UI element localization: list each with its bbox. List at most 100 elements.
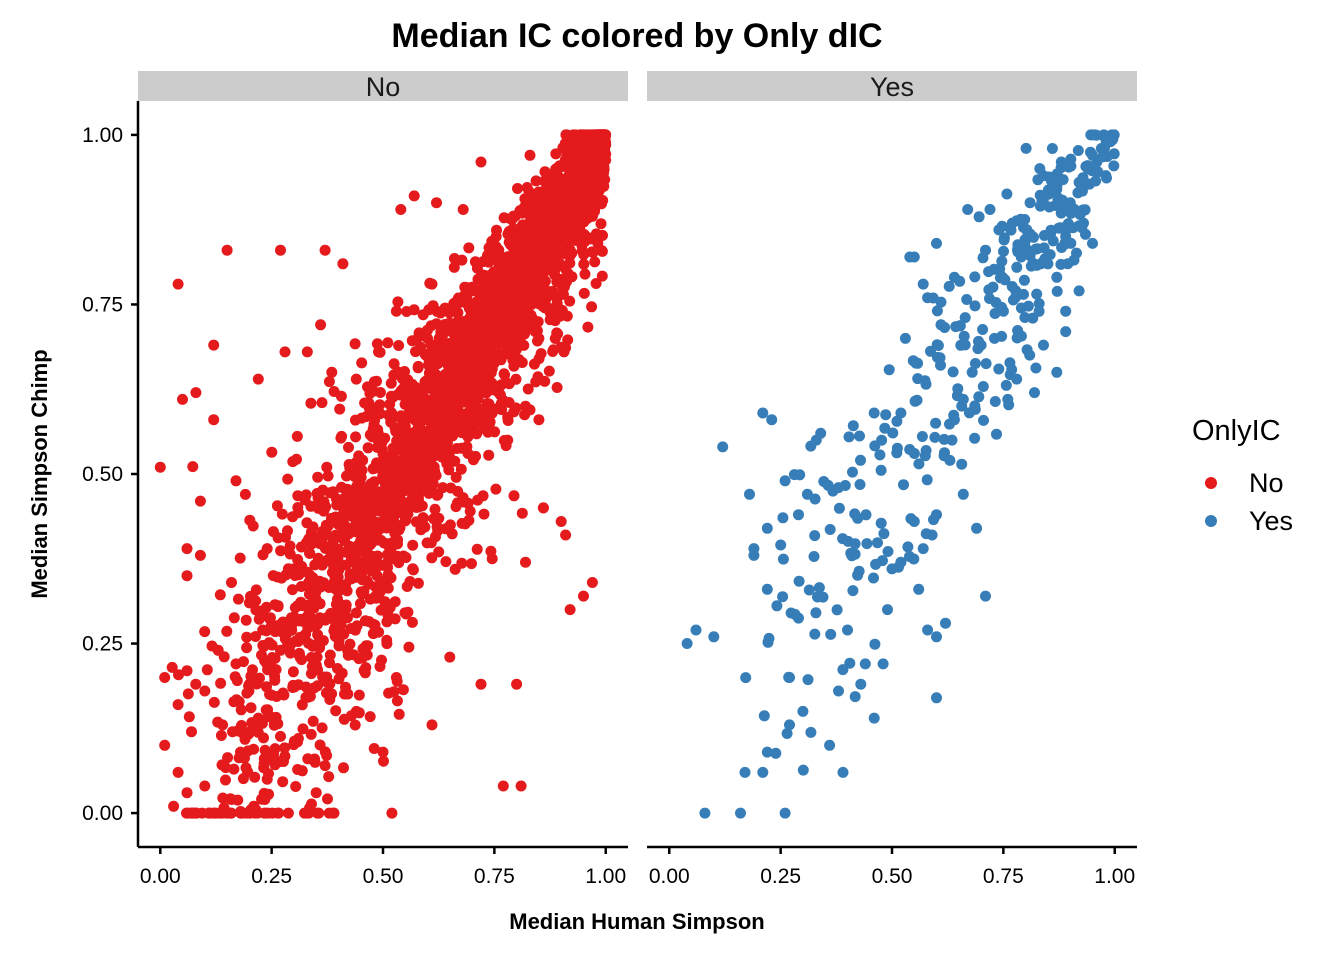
data-point (305, 397, 317, 409)
data-point (570, 234, 582, 246)
data-point (449, 455, 461, 467)
data-point (777, 591, 789, 603)
data-point (870, 558, 882, 570)
data-point (296, 699, 308, 711)
data-point (1021, 224, 1033, 236)
data-point (962, 204, 974, 215)
data-point (181, 570, 193, 582)
data-point (516, 338, 528, 350)
data-point (452, 418, 464, 430)
data-point (1038, 230, 1050, 241)
data-point (939, 322, 951, 333)
data-point (350, 556, 362, 568)
data-point (250, 631, 261, 642)
data-point (442, 350, 454, 362)
data-point (490, 483, 502, 495)
data-point (365, 559, 377, 571)
data-point (194, 495, 206, 507)
data-point (1020, 142, 1032, 154)
data-point (215, 730, 227, 741)
data-point (350, 373, 362, 385)
data-point (917, 278, 929, 290)
data-point (485, 382, 497, 394)
data-point (471, 342, 482, 354)
data-point (371, 457, 383, 469)
data-point (939, 447, 950, 459)
data-point (232, 593, 244, 605)
data-point (407, 539, 419, 551)
data-point (984, 204, 996, 215)
data-point (330, 617, 342, 629)
data-point (201, 664, 213, 676)
data-point (1062, 218, 1074, 230)
data-point (342, 644, 354, 656)
data-point (282, 807, 294, 819)
data-point (1021, 344, 1033, 356)
data-point (1060, 326, 1072, 338)
data-point (833, 502, 845, 514)
data-point (235, 807, 247, 819)
data-point (264, 612, 276, 624)
data-point (1066, 202, 1078, 214)
data-point (279, 346, 291, 358)
data-point (1004, 357, 1016, 369)
data-point (517, 323, 529, 334)
data-point (472, 296, 484, 308)
data-point (1001, 188, 1013, 200)
x-tick-label: 0.00 (649, 865, 690, 888)
data-point (717, 441, 729, 453)
data-point (393, 708, 405, 720)
data-point (338, 762, 349, 774)
data-point (243, 685, 255, 697)
data-point (529, 196, 541, 208)
data-point (401, 435, 413, 447)
data-point (779, 807, 791, 819)
data-point (545, 309, 557, 321)
data-point (321, 461, 333, 473)
facet-strip-label-no: No (366, 72, 401, 102)
data-point (931, 305, 943, 317)
data-point (938, 433, 950, 445)
legend-key-yes (1205, 515, 1217, 527)
data-point (321, 750, 333, 761)
data-point (794, 469, 806, 481)
data-point (353, 707, 365, 719)
data-point (868, 712, 880, 724)
data-point (406, 493, 418, 505)
data-point (323, 376, 335, 388)
data-point (969, 400, 981, 412)
data-point (486, 235, 498, 247)
data-point (913, 583, 925, 595)
data-point (468, 454, 479, 466)
data-point (1005, 224, 1017, 236)
data-point (783, 671, 795, 683)
data-point (227, 726, 238, 738)
legend-label-no: No (1249, 468, 1284, 498)
data-point (390, 305, 402, 317)
data-point (785, 607, 797, 619)
data-point (481, 289, 493, 301)
data-point (845, 547, 857, 559)
data-point (515, 780, 527, 792)
data-point (275, 244, 286, 256)
data-point (983, 266, 995, 278)
data-point (208, 414, 220, 426)
data-point (391, 695, 403, 707)
data-point (304, 569, 316, 581)
data-point (449, 339, 461, 351)
data-point (500, 440, 512, 452)
data-point (1065, 237, 1077, 249)
data-point (307, 715, 319, 727)
data-point (431, 521, 443, 533)
data-point (332, 663, 343, 674)
data-point (512, 183, 523, 194)
data-point (261, 601, 272, 613)
data-point (381, 638, 393, 650)
data-point (1031, 288, 1043, 300)
data-point (455, 463, 467, 475)
data-point (371, 534, 383, 546)
data-point (876, 434, 888, 446)
data-point (305, 611, 316, 623)
point-layer-yes (681, 129, 1120, 819)
